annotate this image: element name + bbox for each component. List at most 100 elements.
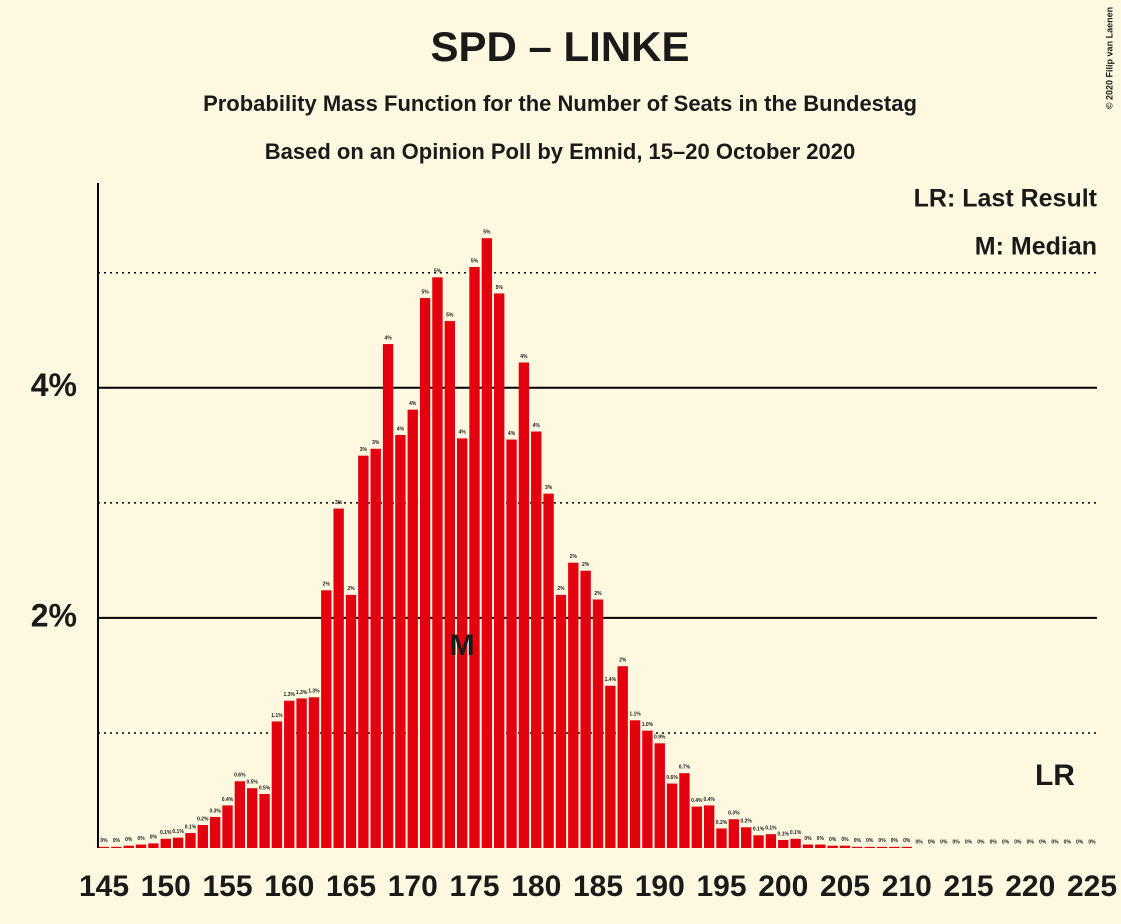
legend-entry: LR: Last Result (914, 185, 1098, 213)
value-label: 5% (483, 230, 491, 236)
bar (901, 846, 912, 848)
value-label: 0.3% (209, 808, 221, 814)
bar (234, 781, 246, 848)
bar (259, 793, 270, 848)
annotation: LR (1035, 759, 1075, 792)
value-label: 0.7% (679, 765, 691, 771)
bar (864, 846, 875, 848)
value-label: 0% (137, 836, 145, 842)
value-label: 0.2% (716, 820, 728, 826)
bar (728, 819, 740, 848)
value-label: 0.1% (185, 824, 197, 830)
bar (543, 493, 554, 848)
value-label: 0.6% (234, 773, 246, 779)
bar (703, 805, 715, 848)
x-tick-label: 200 (758, 870, 808, 903)
value-label: 0% (841, 837, 849, 843)
value-label: 3% (360, 447, 368, 453)
bar (679, 773, 690, 848)
bar (222, 805, 233, 848)
bar (444, 321, 455, 849)
value-label: 0.3% (728, 811, 740, 817)
x-tick-label: 195 (696, 870, 746, 903)
bar (815, 844, 826, 848)
bar (592, 599, 604, 848)
bar (123, 845, 134, 848)
value-label: 2% (323, 582, 331, 588)
x-tick-label: 180 (511, 870, 561, 903)
bar (321, 590, 332, 848)
value-label: 0% (1027, 839, 1035, 845)
bar (456, 438, 468, 848)
value-label: 1.1% (629, 712, 641, 718)
value-label: 1.4% (605, 677, 617, 683)
value-label: 0.4% (703, 797, 715, 803)
bar (741, 827, 752, 848)
value-label: 1.3% (284, 692, 296, 698)
value-label: 5% (446, 312, 454, 318)
value-label: 0% (1064, 839, 1072, 845)
value-label: 0% (1088, 839, 1096, 845)
bar (308, 697, 320, 848)
value-label: 0% (1014, 839, 1022, 845)
bar (642, 730, 653, 848)
bar (568, 562, 579, 848)
value-label: 1.3% (296, 690, 308, 696)
bar (185, 833, 196, 848)
value-label: 4% (409, 401, 417, 407)
value-label: 5% (496, 285, 504, 291)
value-label: 4% (533, 423, 541, 429)
value-label: 5% (434, 269, 442, 275)
bar (876, 846, 888, 848)
x-tick-label: 170 (388, 870, 438, 903)
bar (432, 277, 443, 849)
bar (98, 846, 110, 848)
bar (802, 844, 814, 848)
x-tick-label: 175 (449, 870, 499, 903)
value-label: 0% (817, 836, 825, 842)
bar (790, 838, 801, 848)
bar (531, 431, 542, 848)
x-tick-label: 220 (1005, 870, 1055, 903)
bar (666, 783, 678, 848)
x-tick-label: 205 (820, 870, 870, 903)
y-tick-label: 4% (31, 367, 77, 403)
value-label: 2% (582, 562, 590, 568)
value-label: 0% (903, 838, 911, 844)
value-label: 0.1% (790, 830, 802, 836)
value-label: 4% (459, 430, 467, 436)
bar (370, 448, 381, 848)
bar (247, 788, 258, 848)
value-label: 0.6% (666, 775, 678, 781)
value-label: 0.5% (246, 780, 258, 786)
value-label: 0.1% (765, 826, 777, 832)
value-label: 3% (545, 485, 553, 491)
bar (358, 455, 369, 848)
x-tick-label: 150 (141, 870, 191, 903)
value-label: 0% (150, 835, 158, 841)
value-label: 0% (878, 838, 886, 844)
value-label: 0% (965, 839, 973, 845)
bar (852, 846, 863, 848)
bar (617, 666, 628, 848)
value-label: 0.9% (654, 735, 666, 741)
value-label: 0% (1039, 839, 1047, 845)
bar (469, 266, 480, 848)
bar (765, 834, 777, 848)
value-label: 0.4% (691, 798, 703, 804)
value-label: 0% (113, 838, 121, 844)
bar (481, 238, 493, 848)
bar (407, 409, 418, 848)
value-label: 5% (421, 289, 429, 295)
bar (345, 594, 357, 848)
copyright: © 2020 Filip van Laenen (1104, 7, 1114, 109)
bar (778, 839, 789, 848)
value-label: 0.5% (259, 785, 271, 791)
value-label: 2% (570, 554, 578, 560)
bar (197, 824, 208, 848)
bar (382, 344, 394, 848)
bar (296, 698, 307, 848)
value-label: 4% (397, 426, 405, 432)
bar (605, 685, 616, 848)
